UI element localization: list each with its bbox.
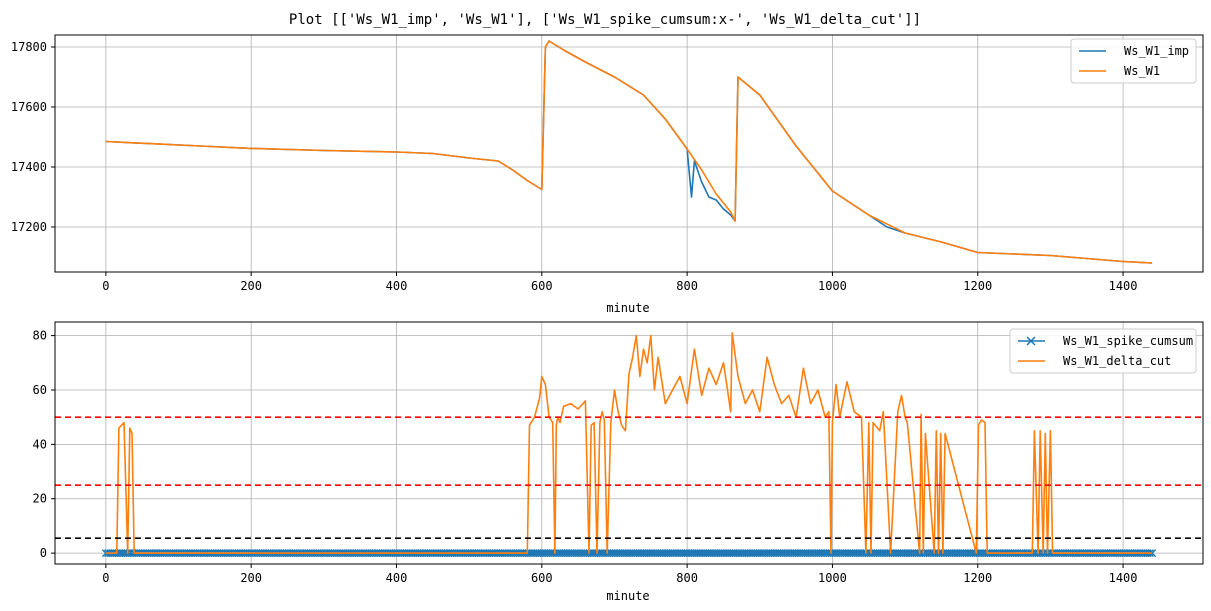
x-tick-label: 1200 [963,571,992,585]
legend-label-delta-cut: Ws_W1_delta_cut [1063,354,1171,368]
x-tick-label: 1000 [818,279,847,293]
y-tick-label: 17400 [11,160,47,174]
y-tick-label: 0 [40,546,47,560]
top-ticks: 0 200 400 600 800 1000 1200 1400 17200 17400 17600… [11,40,1138,293]
y-tick-label: 80 [33,329,47,343]
legend-label-spike-cumsum: Ws_W1_spike_cumsum [1063,334,1193,348]
x-tick-label: 400 [386,571,408,585]
y-tick-label: 20 [33,492,47,506]
x-tick-label: 600 [531,279,553,293]
legend-marker-x [1026,336,1036,346]
top-legend: Ws_W1_imp Ws_W1 [1070,38,1197,84]
bottom-legend-box [1009,328,1197,374]
figure-title: Plot [['Ws_W1_imp', 'Ws_W1'], ['Ws_W1_sp… [289,12,921,28]
bottom-ticks: 0 200 400 600 800 1000 1200 1400 0 20 40 60 80 [33,329,1138,585]
x-tick-label: 1000 [818,571,847,585]
y-tick-label: 17600 [11,100,47,114]
bottom-axes: 0 200 400 600 800 1000 1200 1400 0 20 40 60 80 minut… [33,321,1204,603]
bottom-axes-frame [54,321,1204,565]
x-tick-label: 800 [676,279,698,293]
legend-label-ws-w1: Ws_W1 [1124,64,1160,78]
legend-label-ws-w1-imp: Ws_W1_imp [1124,44,1189,58]
top-axes-frame [54,34,1204,273]
x-tick-label: 1400 [1109,571,1138,585]
x-tick-label: 0 [102,571,109,585]
x-tick-label: 600 [531,571,553,585]
x-tick-label: 400 [386,279,408,293]
x-tick-label: 0 [102,279,109,293]
bottom-series [55,332,1203,558]
y-tick-label: 17200 [11,220,47,234]
y-tick-label: 60 [33,383,47,397]
y-tick-label: 17800 [11,40,47,54]
bottom-legend: Ws_W1_spike_cumsum Ws_W1_delta_cut [1009,328,1197,374]
y-tick-label: 40 [33,437,47,451]
top-legend-box [1070,38,1197,84]
series-line-Ws_W1_imp [105,40,1153,264]
x-tick-label: 1200 [963,279,992,293]
top-series [105,40,1153,264]
top-axes: 0 200 400 600 800 1000 1200 1400 17200 17400 17600… [11,34,1204,315]
x-tick-label: 1400 [1109,279,1138,293]
top-grid [55,35,1203,272]
x-tick-label: 800 [676,571,698,585]
series-line-Ws_W1_delta_cut [105,332,1153,554]
x-tick-label: 200 [240,571,262,585]
series-line-Ws_W1 [105,40,1153,264]
x-tick-label: 200 [240,279,262,293]
bottom-x-axis-label: minute [606,589,649,603]
top-x-axis-label: minute [606,301,649,315]
